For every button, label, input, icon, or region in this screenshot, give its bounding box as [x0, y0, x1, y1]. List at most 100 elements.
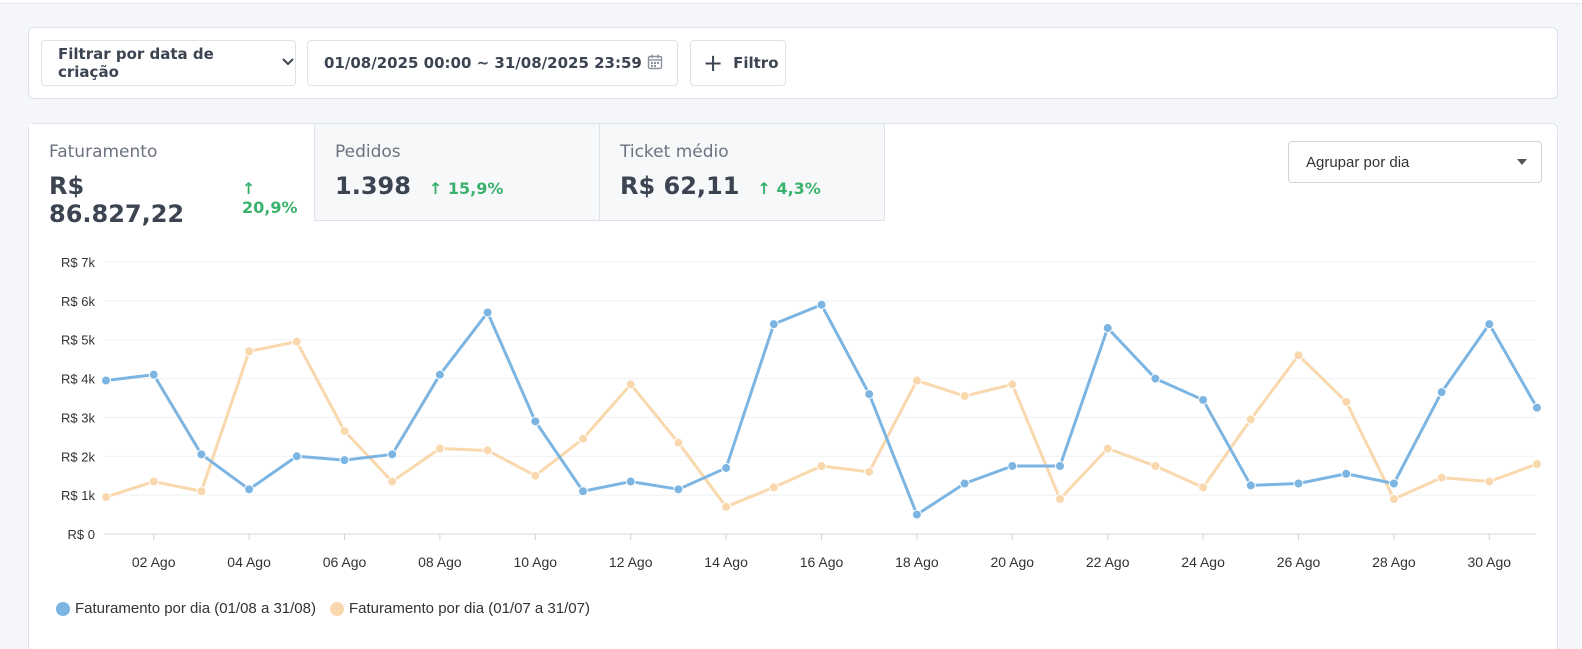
metric-value: R$ 86.827,22 — [49, 172, 185, 228]
metric-tab-faturamento[interactable]: Faturamento R$ 86.827,22 ↑ 20,9% — [29, 124, 315, 228]
legend-dot-previous — [329, 601, 344, 616]
data-point-previous — [148, 476, 159, 487]
metric-label: Faturamento — [49, 142, 158, 162]
legend-label-previous: Faturamento por dia (01/07 a 31/07) — [348, 600, 590, 617]
revenue-panel: Faturamento R$ 86.827,22 ↑ 20,9% Pedidos… — [28, 123, 1558, 649]
chevron-down-icon — [281, 55, 295, 71]
data-point-current — [101, 375, 111, 386]
data-point-current — [1293, 478, 1304, 489]
data-point-current — [482, 307, 493, 318]
x-tick-label: 20 Ago — [990, 554, 1034, 570]
metric-delta: ↑ 15,9% — [429, 179, 504, 198]
x-tick-label: 04 Ago — [227, 554, 271, 570]
metric-label: Pedidos — [335, 142, 401, 162]
x-tick-label: 30 Ago — [1467, 554, 1511, 570]
data-point-current — [1102, 323, 1113, 334]
legend-label-current: Faturamento por dia (01/08 a 31/08) — [75, 600, 316, 617]
metric-tab-ticket-medio[interactable]: Ticket médio R$ 62,11 ↑ 4,3% — [599, 124, 885, 221]
data-point-current — [959, 478, 970, 489]
metric-delta-value: 4,3% — [776, 179, 821, 198]
data-point-previous — [1150, 461, 1161, 471]
data-point-current — [434, 369, 445, 380]
metric-delta: ↑ 4,3% — [757, 179, 820, 198]
x-tick-label: 14 Ago — [704, 554, 748, 570]
data-point-current — [1532, 402, 1542, 413]
data-point-previous — [911, 375, 922, 386]
filter-bar: Filtrar por data de criação 01/08/2025 0… — [28, 27, 1558, 99]
data-point-current — [291, 451, 302, 462]
data-point-previous — [1341, 396, 1352, 407]
add-filter-button[interactable]: + Filtro — [690, 40, 786, 86]
data-point-previous — [816, 461, 827, 471]
data-point-current — [530, 416, 541, 427]
data-point-previous — [291, 336, 302, 347]
date-range-picker[interactable]: 01/08/2025 00:00 ~ 31/08/2025 23:59 — [307, 40, 678, 86]
data-point-current — [768, 319, 779, 330]
data-point-previous — [1484, 476, 1495, 487]
data-point-current — [1055, 461, 1065, 471]
x-tick-label: 24 Ago — [1181, 554, 1225, 570]
data-point-previous — [1007, 379, 1018, 390]
data-point-previous — [625, 379, 636, 390]
data-point-previous — [959, 391, 970, 402]
data-point-previous — [864, 466, 875, 477]
legend-dot-current — [56, 601, 70, 616]
date-type-dropdown[interactable]: Filtrar por data de criação — [41, 40, 296, 86]
data-point-previous — [1055, 494, 1065, 505]
y-tick-label: R$ 6k — [61, 294, 95, 309]
data-point-previous — [1532, 459, 1542, 470]
data-point-previous — [434, 443, 445, 454]
x-tick-label: 08 Ago — [418, 554, 462, 570]
y-tick-label: R$ 0 — [68, 527, 95, 542]
data-point-previous — [244, 346, 255, 357]
data-point-current — [148, 369, 159, 380]
date-type-label: Filtrar por data de criação — [58, 45, 214, 81]
top-strip — [0, 0, 1582, 4]
x-tick-label: 12 Ago — [609, 554, 653, 570]
series-line-current — [105, 303, 1539, 517]
data-point-current — [864, 389, 875, 400]
data-point-current — [244, 484, 255, 495]
metric-tab-pedidos[interactable]: Pedidos 1.398 ↑ 15,9% — [314, 124, 600, 221]
arrow-up-icon: ↑ — [428, 179, 448, 198]
x-tick-label: 02 Ago — [132, 554, 176, 570]
data-point-previous — [339, 426, 350, 437]
group-by-value: Agrupar por dia — [1306, 153, 1410, 171]
data-point-current — [339, 455, 350, 466]
data-point-current — [1436, 387, 1447, 398]
data-point-current — [1198, 394, 1209, 405]
metric-value: 1.398 — [335, 172, 411, 200]
series-line-previous — [105, 340, 1538, 509]
legend-item-current[interactable]: Faturamento por dia (01/08 a 31/08) — [56, 600, 316, 617]
data-point-current — [1341, 468, 1352, 479]
group-by-select[interactable]: Agrupar por dia — [1288, 141, 1542, 183]
data-point-previous — [387, 476, 398, 487]
data-point-previous — [196, 486, 207, 497]
y-tick-label: R$ 1k — [61, 488, 95, 503]
x-tick-label: 26 Ago — [1277, 554, 1321, 570]
data-point-current — [1245, 480, 1256, 491]
data-point-previous — [721, 501, 732, 512]
x-tick-label: 06 Ago — [323, 554, 367, 570]
add-filter-label: Filtro — [733, 54, 779, 72]
data-point-current — [911, 509, 922, 520]
data-point-previous — [768, 482, 779, 493]
data-point-current — [1007, 461, 1018, 471]
legend-item-previous[interactable]: Faturamento por dia (01/07 a 31/07) — [329, 600, 590, 617]
data-point-current — [625, 476, 636, 487]
x-tick-label: 28 Ago — [1372, 554, 1416, 570]
data-point-current — [578, 486, 588, 497]
data-point-previous — [673, 437, 684, 448]
data-point-previous — [1436, 472, 1447, 483]
metric-value: R$ 62,11 — [620, 172, 740, 200]
data-point-current — [721, 462, 732, 473]
data-point-current — [673, 484, 684, 495]
metric-delta: ↑ 20,9% — [242, 179, 315, 217]
data-point-current — [1150, 373, 1161, 384]
arrow-up-icon: ↑ — [757, 179, 777, 198]
x-tick-label: 16 Ago — [800, 554, 844, 570]
data-point-previous — [1198, 482, 1209, 493]
data-point-previous — [1293, 350, 1304, 361]
x-tick-label: 18 Ago — [895, 554, 939, 570]
